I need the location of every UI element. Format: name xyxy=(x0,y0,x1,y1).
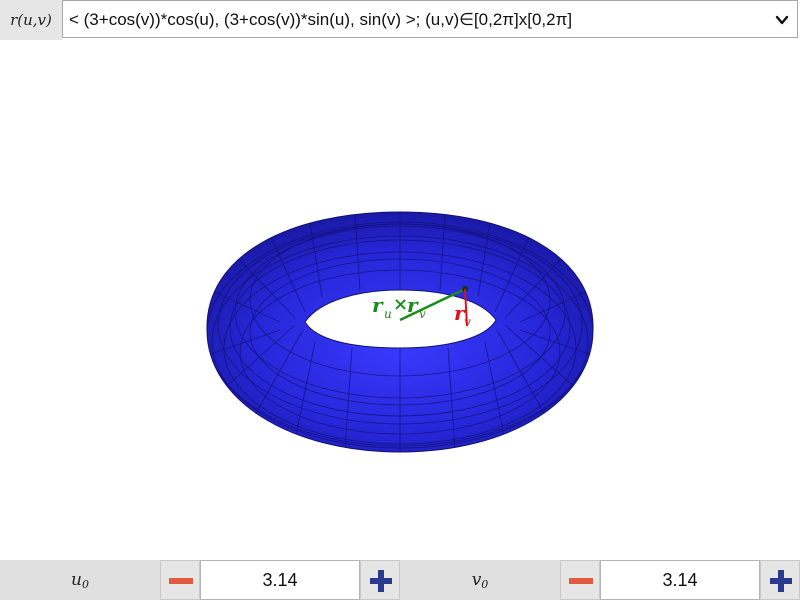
normal-label-sub-u: u xyxy=(384,307,392,321)
v0-increment-button[interactable] xyxy=(760,560,800,600)
normal-label-r2: r xyxy=(407,293,419,317)
rv-vector: r v xyxy=(454,288,471,329)
normal-vector-label: r u × r v xyxy=(372,293,426,321)
torus-scene[interactable]: r u × r v r v xyxy=(0,40,800,560)
normal-label-r1: r xyxy=(372,293,384,317)
u0-value-field[interactable]: 3.14 xyxy=(200,560,360,600)
minus-icon xyxy=(569,578,593,584)
torus-surface xyxy=(206,211,594,453)
v0-label-sub: 0 xyxy=(481,577,489,591)
rv-label: r xyxy=(454,301,466,325)
normal-label-sub-v: v xyxy=(419,307,426,321)
v0-label-main: v xyxy=(471,570,482,590)
function-bar: r(u,v) < (3+cos(v))*cos(u), (3+cos(v))*s… xyxy=(0,0,800,40)
u0-increment-button[interactable] xyxy=(360,560,400,600)
rv-label-sub: v xyxy=(464,315,471,329)
surface-select[interactable]: < (3+cos(v))*cos(u), (3+cos(v))*sin(u), … xyxy=(62,0,798,38)
function-label: r(u,v) xyxy=(0,0,62,40)
u0-label-sub: 0 xyxy=(81,577,89,591)
chevron-down-icon xyxy=(775,15,789,25)
minus-icon xyxy=(169,578,193,584)
normal-label-cross: × xyxy=(393,294,408,315)
v0-value-field[interactable]: 3.14 xyxy=(600,560,760,600)
u0-label-main: u xyxy=(71,570,82,590)
u0-decrement-button[interactable] xyxy=(160,560,200,600)
surface-expression: < (3+cos(v))*cos(u), (3+cos(v))*sin(u), … xyxy=(69,10,573,29)
v0-decrement-button[interactable] xyxy=(560,560,600,600)
